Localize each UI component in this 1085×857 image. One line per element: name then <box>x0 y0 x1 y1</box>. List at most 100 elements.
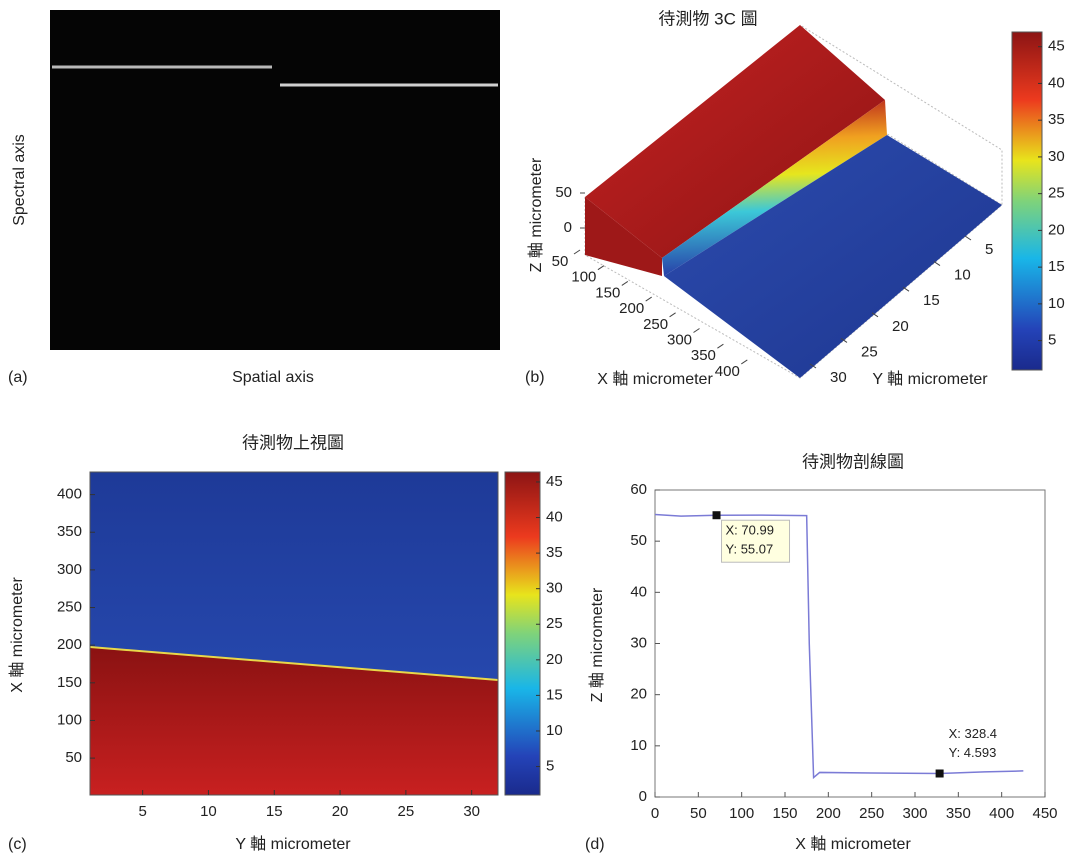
x-tick <box>598 266 604 270</box>
x-tick <box>717 344 723 348</box>
tick-label: 25 <box>546 615 563 632</box>
tick-label: 20 <box>332 803 349 820</box>
x-tick <box>622 281 628 285</box>
tick-label: 15 <box>923 292 940 309</box>
tick-label: 10 <box>630 737 647 754</box>
tick-label: 150 <box>57 674 82 691</box>
y-tick <box>965 236 971 240</box>
tick-label: 30 <box>830 369 847 386</box>
tick-label: 20 <box>1048 221 1065 238</box>
tick-label: 0 <box>564 219 572 236</box>
colorbar <box>1012 32 1042 370</box>
tick-label: 30 <box>630 634 647 651</box>
tick-label: 40 <box>546 509 563 526</box>
x-axis-label: Spatial axis <box>232 369 314 386</box>
tick-label: 5 <box>985 241 993 258</box>
tick-label: 400 <box>989 805 1014 822</box>
chart-title: 待測物剖線圖 <box>802 452 904 471</box>
tick-label: 15 <box>1048 258 1065 275</box>
datatip-label: X: 328.4 <box>949 726 997 741</box>
x-tick <box>646 297 652 301</box>
spectral-image <box>50 10 500 350</box>
tick-label: 200 <box>816 805 841 822</box>
datatip-label: X: 70.99 <box>726 523 774 538</box>
tick-label: 50 <box>630 532 647 549</box>
tick-label: 300 <box>902 805 927 822</box>
tick-label: 450 <box>1032 805 1057 822</box>
tick-label: 10 <box>1048 295 1065 312</box>
tick-label: 100 <box>571 269 596 286</box>
tick-label: 200 <box>619 300 644 317</box>
tick-label: 250 <box>57 598 82 615</box>
tick-label: 45 <box>546 473 563 490</box>
tick-label: 300 <box>57 561 82 578</box>
datatip-marker <box>936 769 944 777</box>
x-tick <box>574 250 580 254</box>
tick-label: 25 <box>1048 185 1065 202</box>
tick-label: 200 <box>57 636 82 653</box>
tick-label: 60 <box>630 481 647 498</box>
tick-label: 300 <box>667 331 692 348</box>
panel-label: (d) <box>585 836 605 853</box>
x-axis-label: Y 軸 micrometer <box>235 835 351 853</box>
tick-label: 5 <box>546 758 554 775</box>
tick-label: 0 <box>639 788 647 805</box>
tick-label: 10 <box>200 803 217 820</box>
y-axis-label: X 軸 micrometer <box>8 577 26 693</box>
y-axis-label: Y 軸 micrometer <box>872 370 988 388</box>
x-tick <box>741 360 747 364</box>
y-axis-label: Spectral axis <box>11 134 28 226</box>
tick-label: 0 <box>651 805 659 822</box>
tick-label: 50 <box>690 805 707 822</box>
tick-label: 10 <box>954 267 971 284</box>
panel-label: (a) <box>8 369 28 386</box>
tick-label: 20 <box>546 651 563 668</box>
datatip-label: Y: 4.593 <box>949 745 997 760</box>
tick-label: 15 <box>546 686 563 703</box>
tick-label: 50 <box>555 184 572 201</box>
tick-label: 25 <box>398 803 415 820</box>
tick-label: 40 <box>1048 74 1065 91</box>
x-tick <box>694 329 700 333</box>
x-axis-label: X 軸 micrometer <box>795 835 911 853</box>
tick-label: 100 <box>729 805 754 822</box>
tick-label: 350 <box>57 523 82 540</box>
tick-label: 5 <box>1048 332 1056 349</box>
tick-label: 250 <box>643 316 668 333</box>
tick-label: 40 <box>630 583 647 600</box>
x-tick <box>670 313 676 317</box>
figure: Spectral axis Spatial axis (a) 待測物 3C 圖 … <box>0 0 1085 857</box>
y-axis-label: Z 軸 micrometer <box>588 587 606 702</box>
tick-label: 350 <box>946 805 971 822</box>
tick-label: 20 <box>892 318 909 335</box>
tick-label: 100 <box>57 711 82 728</box>
tick-label: 150 <box>772 805 797 822</box>
datatip-marker <box>713 511 721 519</box>
tick-label: 30 <box>463 803 480 820</box>
tick-label: 30 <box>546 580 563 597</box>
tick-label: 35 <box>546 544 563 561</box>
chart-title: 待測物上視圖 <box>242 433 344 452</box>
tick-label: 15 <box>266 803 283 820</box>
tick-label: 50 <box>552 253 569 270</box>
tick-label: 350 <box>691 347 716 364</box>
panel-label: (c) <box>8 836 27 853</box>
tick-label: 400 <box>715 363 740 380</box>
tick-label: 30 <box>1048 148 1065 165</box>
tick-label: 20 <box>630 686 647 703</box>
tick-label: 45 <box>1048 38 1065 55</box>
datatip-label: Y: 55.07 <box>726 542 774 557</box>
tick-label: 250 <box>859 805 884 822</box>
colorbar <box>505 472 540 795</box>
tick-label: 25 <box>861 343 878 360</box>
tick-label: 5 <box>138 803 146 820</box>
chart-title: 待測物 3C 圖 <box>658 9 757 28</box>
tick-label: 150 <box>595 284 620 301</box>
panel-label: (b) <box>525 369 545 386</box>
tick-label: 35 <box>1048 111 1065 128</box>
y-tick <box>934 262 940 266</box>
x-axis-label: X 軸 micrometer <box>597 370 713 388</box>
tick-label: 50 <box>65 749 82 766</box>
z-axis-label: Z 軸 micrometer <box>527 157 545 272</box>
tick-label: 10 <box>546 722 563 739</box>
